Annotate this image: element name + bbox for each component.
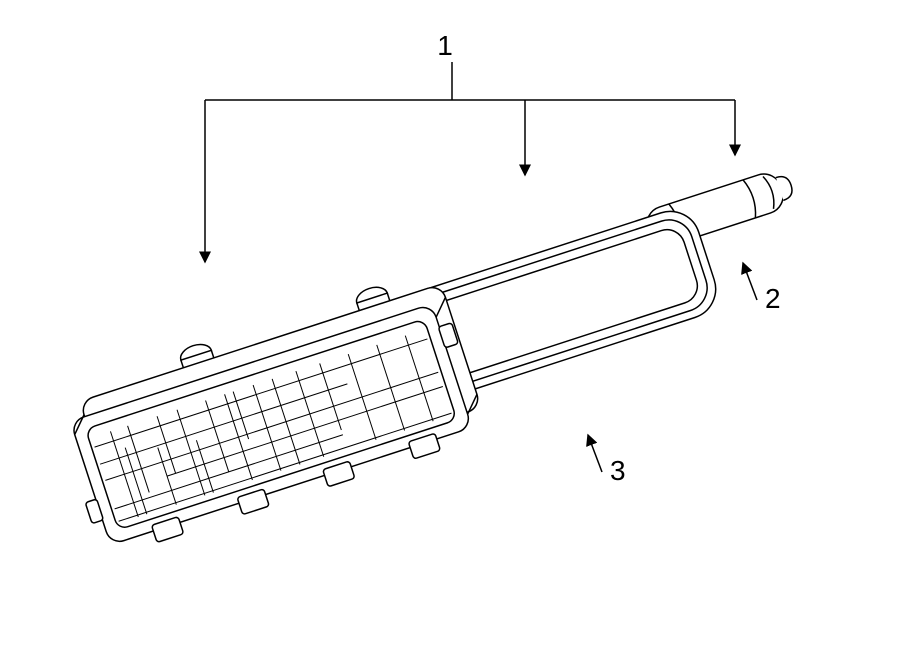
callout-label-1: 1 <box>437 30 453 61</box>
parts-diagram: 1 2 3 <box>0 0 900 661</box>
callout-label-2: 2 <box>765 283 781 314</box>
callout-label-3: 3 <box>610 455 626 486</box>
part-lens-assembly <box>49 267 490 560</box>
